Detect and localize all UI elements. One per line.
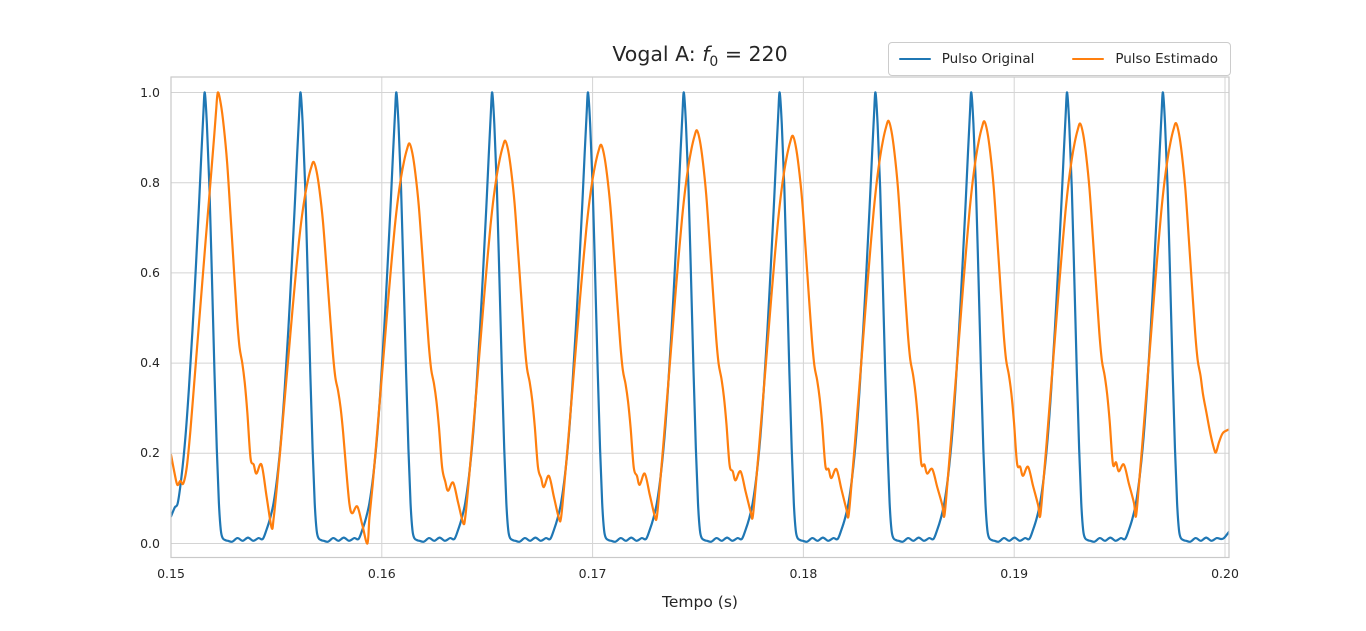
legend-label-pulso-original: Pulso Original — [941, 51, 1035, 67]
x-tick-label-0-17: 0.17 — [578, 566, 607, 581]
y-tick-label-0-2: 0.2 — [140, 445, 160, 461]
chart-title-prefix: Vogal A: — [612, 42, 703, 66]
x-tick-label-0-19: 0.19 — [1000, 566, 1029, 581]
y-tick-label-0-8: 0.8 — [140, 174, 160, 190]
x-tick-label-0-18: 0.18 — [789, 566, 818, 581]
x-axis-label: Tempo (s) — [662, 593, 738, 611]
legend-line-sample-pulso-estimado — [1072, 57, 1105, 61]
y-tick-label-0-4: 0.4 — [140, 355, 160, 371]
chart-title-math-f: f — [702, 42, 710, 66]
legend-item-pulso-estimado: Pulso Estimado — [1072, 51, 1218, 67]
chart-title-math-sub: 0 — [709, 54, 719, 71]
y-tick-label-0-0: 0.0 — [140, 535, 160, 551]
legend-label-pulso-estimado: Pulso Estimado — [1115, 51, 1218, 67]
y-tick-label-1-0: 1.0 — [140, 84, 160, 100]
x-tick-label-0-15: 0.15 — [157, 566, 185, 581]
x-tick-label-0-16: 0.16 — [367, 566, 396, 581]
series-line-pulso-estimado — [171, 91, 1229, 545]
legend-line-sample-pulso-original — [898, 57, 931, 61]
axes-spines — [170, 76, 1230, 559]
legend-item-pulso-original: Pulso Original — [898, 51, 1035, 67]
legend: Pulso Original Pulso Estimado — [887, 42, 1231, 76]
chart-title-suffix: = 220 — [718, 42, 788, 66]
x-tick-label-0-20: 0.20 — [1211, 566, 1239, 581]
y-tick-label-0-6: 0.6 — [140, 264, 160, 280]
chart-title: Vogal A: f0 = 220 — [612, 42, 787, 70]
